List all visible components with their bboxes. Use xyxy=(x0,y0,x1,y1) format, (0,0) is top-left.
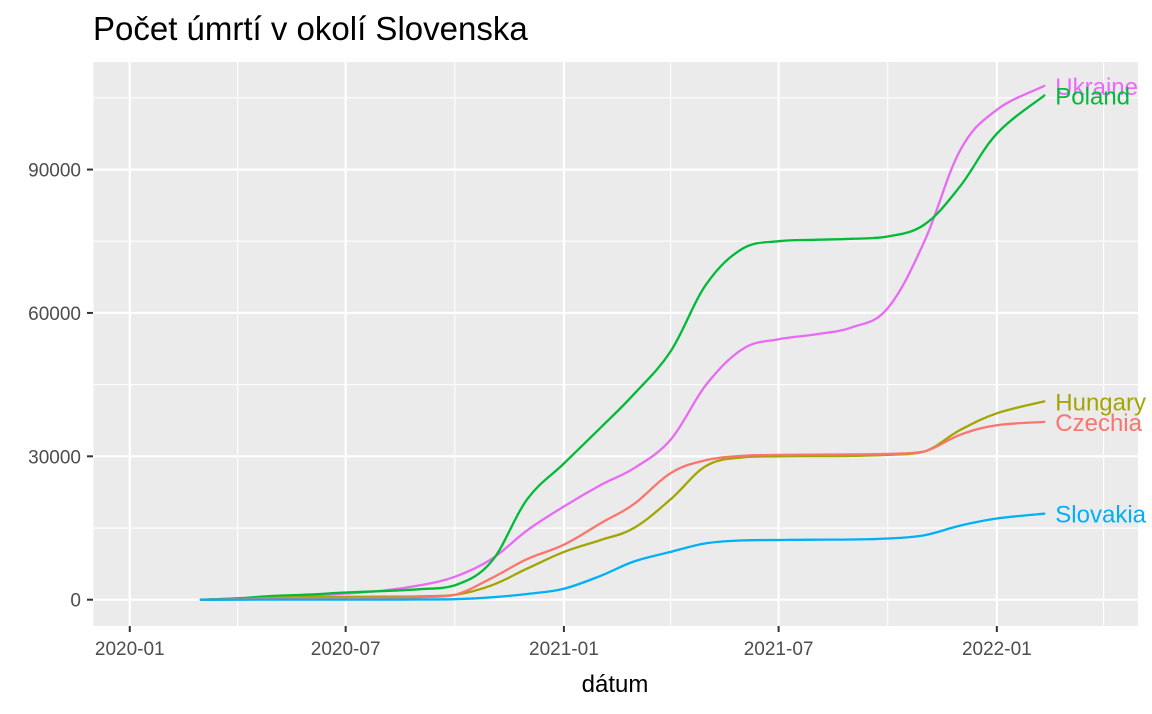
series-label-poland: Poland xyxy=(1055,83,1130,110)
x-axis-title: dátum xyxy=(582,671,649,698)
plot-panel xyxy=(93,62,1138,626)
y-tick-label: 60000 xyxy=(28,304,81,325)
y-tick-label: 30000 xyxy=(28,447,81,468)
series-label-czechia: Czechia xyxy=(1055,410,1142,437)
x-tick-label: 2020-01 xyxy=(95,639,165,660)
grid-minor xyxy=(92,62,1138,626)
series-label-hungary: Hungary xyxy=(1055,389,1146,416)
series-label-slovakia: Slovakia xyxy=(1055,502,1146,529)
series-label-ukraine: Ukraine xyxy=(1055,74,1138,101)
chart-title: Počet úmrtí v okolí Slovenska xyxy=(93,10,528,47)
y-tick-label: 90000 xyxy=(28,161,81,182)
y-tick-label: 0 xyxy=(70,591,81,612)
series-line-slovakia xyxy=(199,512,1046,601)
x-tick-label: 2021-01 xyxy=(529,639,599,660)
axis-ticks: 2020-01 2020-07 2021-01 2021-07 2022-01 0 3000… xyxy=(28,161,1032,660)
grid-major xyxy=(93,62,1138,626)
series-line-poland xyxy=(199,94,1046,601)
series-line-czechia xyxy=(199,420,1046,601)
x-tick-label: 2021-07 xyxy=(744,639,814,660)
series-lines xyxy=(199,84,1046,601)
x-tick-label: 2020-07 xyxy=(311,639,381,660)
x-tick-label: 2022-01 xyxy=(962,639,1032,660)
